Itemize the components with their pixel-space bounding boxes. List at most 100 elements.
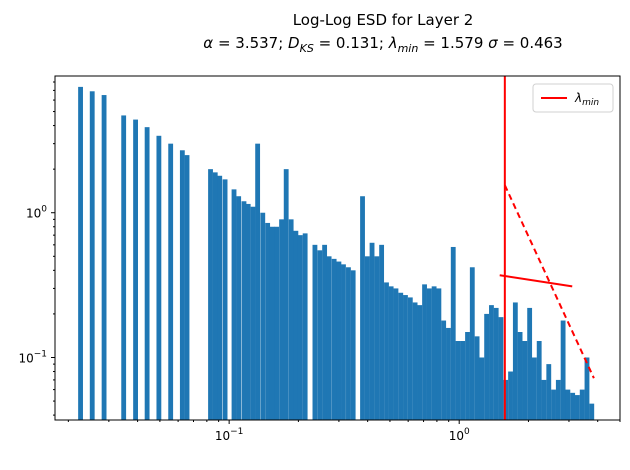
x-tick-label: 10−1	[215, 427, 244, 443]
legend-label: λmin	[574, 91, 599, 108]
histogram-bar	[101, 95, 107, 421]
histogram-bar	[388, 286, 394, 420]
histogram-bar	[364, 256, 370, 420]
x-tick-label: 100	[449, 427, 470, 443]
y-tick-label: 10−1	[18, 349, 47, 365]
histogram-bar	[412, 302, 418, 420]
histogram-bar	[346, 267, 351, 420]
histogram-bar	[208, 169, 213, 420]
histogram-bar	[255, 143, 261, 420]
histogram-bar	[426, 288, 432, 420]
histogram-bar	[479, 357, 485, 420]
histogram-bar	[512, 302, 518, 420]
fit-lines	[499, 76, 595, 420]
plot-frame	[54, 75, 621, 421]
histogram-bar	[546, 364, 552, 420]
histogram-bar	[222, 179, 228, 420]
histogram-bar	[231, 189, 237, 420]
histogram-bar	[532, 357, 537, 420]
histogram-bar	[403, 295, 408, 420]
histogram-bar	[212, 172, 218, 420]
histogram-bar	[560, 320, 566, 420]
histogram-bar	[265, 222, 271, 420]
histogram-bar	[184, 155, 190, 420]
histogram-bar	[288, 219, 294, 420]
histogram-bar	[369, 242, 375, 420]
histogram-bar	[493, 307, 499, 420]
histogram-bar	[522, 341, 528, 420]
histogram-bar	[78, 86, 83, 420]
histogram-bar	[269, 226, 275, 420]
legend: λmin	[532, 83, 614, 113]
histogram-bar	[317, 250, 323, 420]
histogram-bar	[508, 371, 513, 420]
histogram-bar	[279, 219, 284, 420]
histogram-bar	[474, 336, 480, 420]
histogram-bar	[293, 230, 299, 420]
histogram-bar	[436, 288, 442, 420]
histogram-bar	[274, 226, 280, 420]
histogram-bar	[555, 379, 561, 420]
histogram-bar	[89, 91, 95, 420]
histogram-bar	[341, 264, 346, 420]
histogram-bar	[379, 244, 385, 420]
histogram-bar	[565, 389, 571, 420]
histogram-bar	[407, 297, 413, 420]
histogram-bar	[536, 341, 542, 420]
histogram-bar	[384, 282, 389, 420]
histogram-bar	[441, 320, 447, 420]
histogram-bar	[374, 256, 380, 420]
histogram-bar	[589, 403, 595, 420]
histogram-bar	[156, 135, 162, 421]
histogram-bar	[498, 317, 504, 420]
histogram-bar	[465, 332, 470, 420]
histogram-bar	[336, 261, 342, 420]
histogram-bar	[360, 196, 365, 420]
histogram-bar	[489, 305, 494, 420]
histogram-bar	[575, 395, 580, 420]
histogram-bar	[236, 196, 242, 420]
histogram-bar	[551, 389, 556, 420]
histogram-bar	[144, 127, 150, 420]
histogram-bar	[393, 288, 399, 420]
histogram-bar	[121, 115, 127, 421]
histogram-bar	[217, 175, 223, 420]
histogram-bar	[326, 256, 332, 420]
histogram-bar	[398, 292, 404, 420]
histogram-bar	[579, 389, 585, 420]
histogram-bar	[297, 235, 303, 420]
legend-box	[532, 83, 614, 113]
histogram-bar	[312, 244, 318, 420]
histogram-bar	[283, 169, 289, 420]
histogram-bar	[179, 150, 185, 420]
histogram-bar	[302, 233, 308, 420]
histogram-bar	[460, 341, 466, 420]
histogram-bar	[484, 313, 490, 420]
chart-subtitle: α = 3.537; DKS = 0.131; λmin = 1.579 σ =…	[203, 34, 562, 55]
histogram-bar	[431, 286, 437, 420]
histogram-bar	[455, 341, 461, 420]
histogram-bar	[350, 270, 356, 420]
fit-line-solid	[499, 274, 573, 288]
histogram-bar	[250, 206, 256, 420]
histogram-bar	[417, 305, 423, 420]
histogram-bar	[517, 332, 523, 420]
histogram-bar	[570, 392, 576, 420]
histogram-bar	[527, 307, 533, 420]
histogram-bar	[541, 379, 547, 420]
y-tick-label: 100	[26, 205, 47, 221]
histogram-bar	[260, 212, 266, 420]
histogram-bar	[331, 258, 337, 420]
histogram-bar	[422, 284, 427, 420]
histogram-bar	[584, 357, 590, 420]
chart-title: Log-Log ESD for Layer 2	[293, 11, 474, 29]
histogram-bar	[168, 143, 174, 420]
histogram-bar	[446, 327, 451, 420]
fit-line-dashed	[503, 184, 595, 379]
histogram-bar	[322, 244, 328, 420]
histogram-bar	[450, 246, 456, 420]
axes: 10−1 100 10−1 100	[18, 75, 621, 443]
histogram-bar	[469, 267, 475, 420]
histogram-bars	[78, 86, 595, 421]
